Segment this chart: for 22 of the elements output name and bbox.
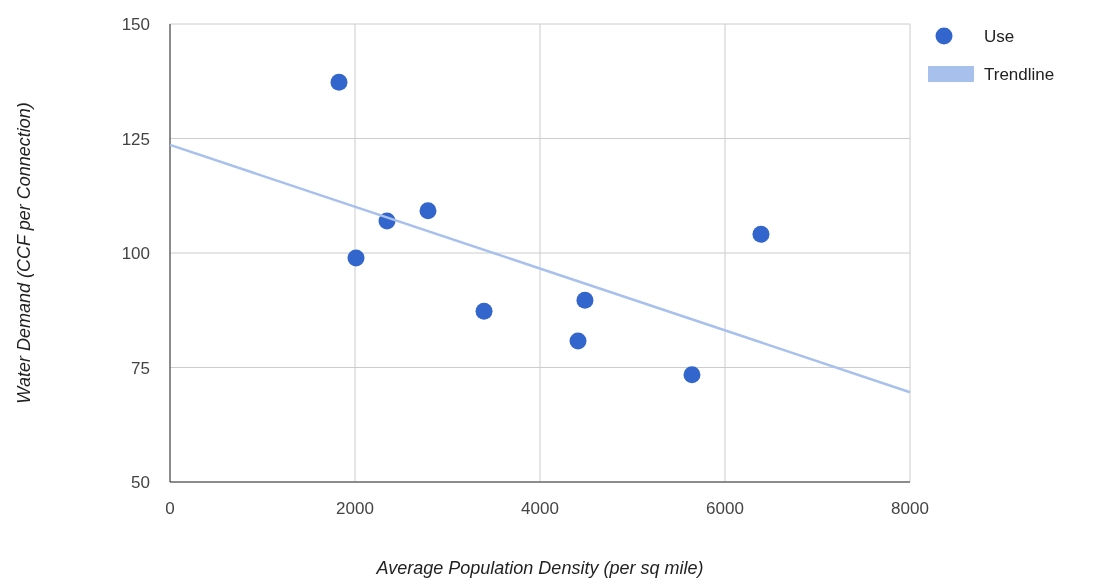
y-tick-label: 50 — [131, 473, 150, 492]
point — [419, 202, 437, 220]
x-tick-label: 0 — [165, 499, 175, 518]
point — [683, 366, 701, 384]
x-axis-title: Average Population Density (per sq mile) — [375, 558, 704, 578]
y-tick-label: 125 — [121, 129, 150, 149]
y-tick-label: 100 — [121, 244, 150, 263]
legend-label: Trendline — [984, 65, 1055, 84]
y-axis-title: Water Demand (CCF per Connection) — [14, 102, 34, 404]
x-tick-label: 8000 — [891, 499, 929, 518]
x-tick-label: 2000 — [336, 499, 374, 518]
point — [752, 225, 770, 243]
y-tick-label: 75 — [131, 358, 150, 378]
y-tick-label: 150 — [121, 15, 150, 34]
point — [569, 332, 587, 350]
x-tick-label: 6000 — [706, 499, 744, 518]
legend-label: Use — [984, 27, 1015, 46]
point — [576, 291, 594, 309]
point — [330, 73, 348, 91]
x-tick-label: 4000 — [521, 499, 559, 518]
point — [475, 302, 493, 320]
point — [347, 249, 365, 267]
